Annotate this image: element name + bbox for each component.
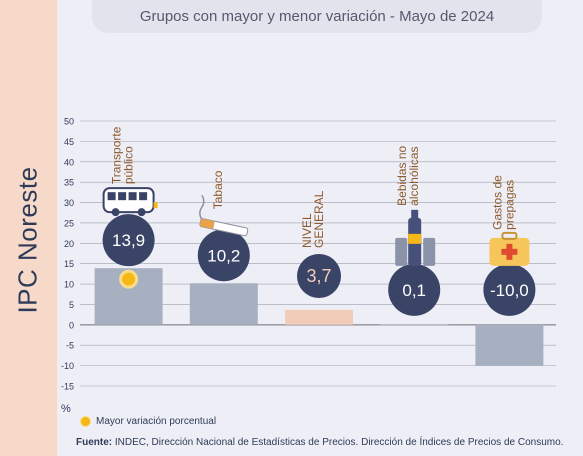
source-note: Fuente: INDEC, Dirección Nacional de Est… bbox=[76, 437, 563, 448]
value-bubble bbox=[102, 214, 155, 267]
category-label-line: NIVEL bbox=[300, 213, 314, 248]
category-label-line: Tabaco bbox=[211, 170, 225, 209]
highlight-dot-icon bbox=[119, 269, 139, 289]
value-label: 10,2 bbox=[207, 246, 240, 265]
cigarette-icon bbox=[199, 194, 249, 237]
y-tick-label: 35 bbox=[64, 178, 74, 188]
value-label: 3,7 bbox=[306, 266, 331, 286]
y-tick-label: 50 bbox=[64, 117, 74, 127]
legend-label: Mayor variación porcentual bbox=[96, 416, 217, 427]
y-tick-label: -5 bbox=[66, 341, 74, 351]
y-tick-label: 10 bbox=[64, 280, 74, 290]
y-tick-label: 25 bbox=[64, 218, 74, 228]
bar bbox=[380, 324, 449, 326]
y-tick-label: 20 bbox=[64, 239, 74, 249]
bottles-icon bbox=[395, 209, 436, 266]
bar bbox=[285, 309, 353, 325]
source-prefix: Fuente: bbox=[76, 437, 113, 448]
category-label-line: público bbox=[122, 146, 136, 184]
first-aid-kit-icon bbox=[489, 231, 530, 266]
source-text: INDEC, Dirección Nacional de Estadística… bbox=[112, 437, 564, 448]
y-tick-label: 45 bbox=[64, 137, 74, 147]
value-label: -10,0 bbox=[490, 281, 529, 300]
value-bubble bbox=[297, 254, 341, 298]
y-tick-label: 5 bbox=[69, 300, 74, 310]
y-tick-label: 15 bbox=[64, 259, 74, 269]
chart-title: Grupos con mayor y menor variación - May… bbox=[139, 8, 495, 25]
value-label: 13,9 bbox=[112, 231, 145, 250]
title-bar: Grupos con mayor y menor variación - May… bbox=[92, 0, 542, 33]
side-band: IPC Noreste bbox=[0, 0, 57, 456]
value-bubble bbox=[197, 229, 250, 282]
bar bbox=[475, 324, 544, 366]
category-label-line: GENERAL bbox=[312, 190, 326, 248]
bar bbox=[189, 283, 258, 325]
legend: Mayor variación porcentual bbox=[80, 416, 216, 427]
category-label-line: prepagas bbox=[502, 180, 516, 230]
category-label-line: Gastos de bbox=[490, 175, 504, 230]
y-tick-label: 40 bbox=[64, 157, 74, 167]
highlight-dot-icon bbox=[80, 416, 91, 427]
y-tick-label: 0 bbox=[69, 320, 74, 330]
y-tick-label: 30 bbox=[64, 198, 74, 208]
y-tick-label: -15 bbox=[61, 382, 74, 392]
category-label-line: Transporte bbox=[110, 126, 124, 184]
category-label-line: Bebidas no bbox=[395, 145, 409, 205]
unit-label: % bbox=[61, 403, 71, 415]
value-bubble bbox=[483, 263, 536, 316]
category-label-line: alcohólicas bbox=[407, 146, 421, 205]
value-bubble bbox=[388, 263, 441, 316]
value-label: 0,1 bbox=[402, 281, 426, 300]
bus-icon bbox=[102, 187, 158, 217]
category-label: Tabaco bbox=[211, 170, 225, 209]
y-tick-label: -10 bbox=[61, 361, 74, 371]
